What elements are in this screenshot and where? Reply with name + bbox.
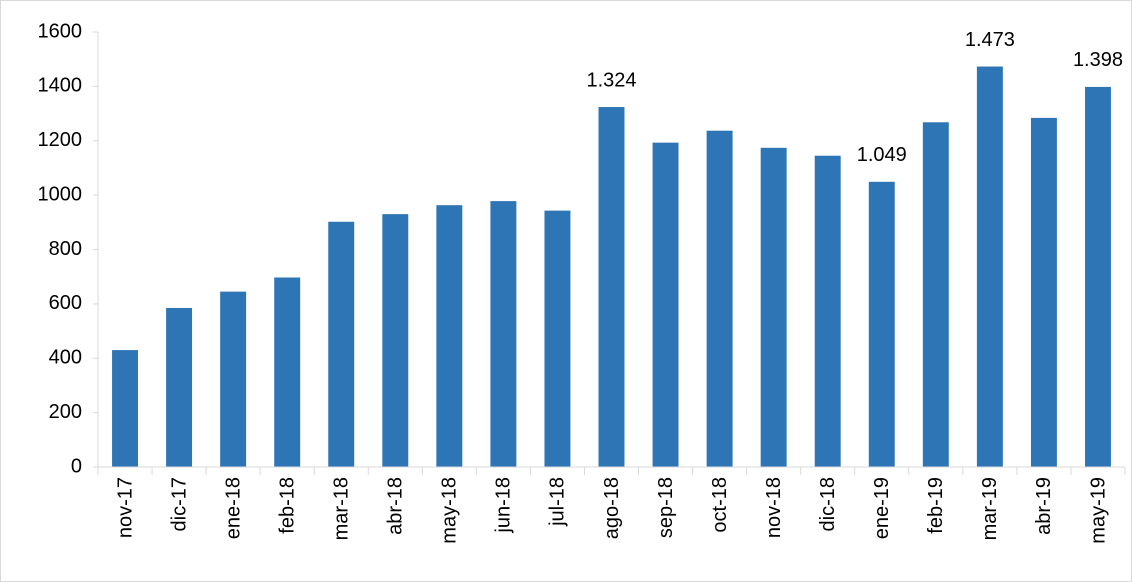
y-tick-label: 1200	[38, 129, 83, 151]
x-tick-label: dic-18	[817, 477, 839, 531]
bar	[112, 350, 138, 467]
x-tick-label: feb-18	[276, 477, 298, 534]
x-tick-label: jun-18	[493, 477, 515, 534]
x-tick-label: abr-19	[1033, 477, 1055, 535]
bar	[436, 205, 463, 467]
data-label: 1.049	[857, 144, 907, 166]
bar	[814, 155, 841, 467]
bar	[760, 147, 787, 467]
data-label: 1.324	[586, 69, 636, 91]
bar	[328, 221, 355, 467]
y-tick-label: 1400	[38, 75, 83, 97]
bar	[922, 122, 949, 467]
y-tick-label: 200	[49, 401, 82, 423]
y-tick-label: 1000	[38, 183, 83, 205]
x-tick-label: dic-17	[168, 477, 190, 531]
y-tick-label: 800	[49, 238, 82, 260]
x-tick-label: mar-19	[979, 477, 1001, 540]
bar	[274, 277, 301, 467]
x-tick-label: nov-18	[763, 477, 785, 538]
x-tick-label: may-19	[1087, 477, 1109, 544]
x-tick-label: oct-18	[709, 477, 731, 533]
bar	[976, 66, 1003, 467]
y-tick-label: 0	[71, 455, 82, 477]
x-tick-label: ago-18	[601, 477, 623, 539]
x-tick-label: ene-19	[871, 477, 893, 539]
x-tick-label: jul-18	[547, 477, 569, 527]
bar	[652, 142, 679, 467]
bar	[868, 181, 895, 467]
bar	[220, 291, 247, 467]
bar	[1085, 86, 1111, 467]
y-tick-label: 400	[49, 347, 82, 369]
x-tick-label: ene-18	[222, 477, 244, 539]
x-tick-label: mar-18	[331, 477, 353, 540]
x-tick-label: abr-18	[385, 477, 407, 535]
bar	[544, 210, 571, 467]
bar	[1030, 117, 1057, 467]
bar	[706, 130, 733, 468]
y-tick-label: 600	[49, 292, 82, 314]
bar	[490, 201, 517, 467]
bar	[382, 214, 409, 467]
x-tick-label: may-18	[439, 477, 461, 544]
data-label: 1.398	[1073, 49, 1123, 71]
y-tick-label: 1600	[38, 20, 83, 42]
x-tick-label: nov-17	[114, 477, 136, 538]
x-tick-label: feb-19	[925, 477, 947, 534]
bar	[166, 307, 193, 467]
x-tick-label: sep-18	[655, 477, 677, 538]
data-label: 1.473	[965, 29, 1015, 51]
bar	[598, 107, 625, 467]
